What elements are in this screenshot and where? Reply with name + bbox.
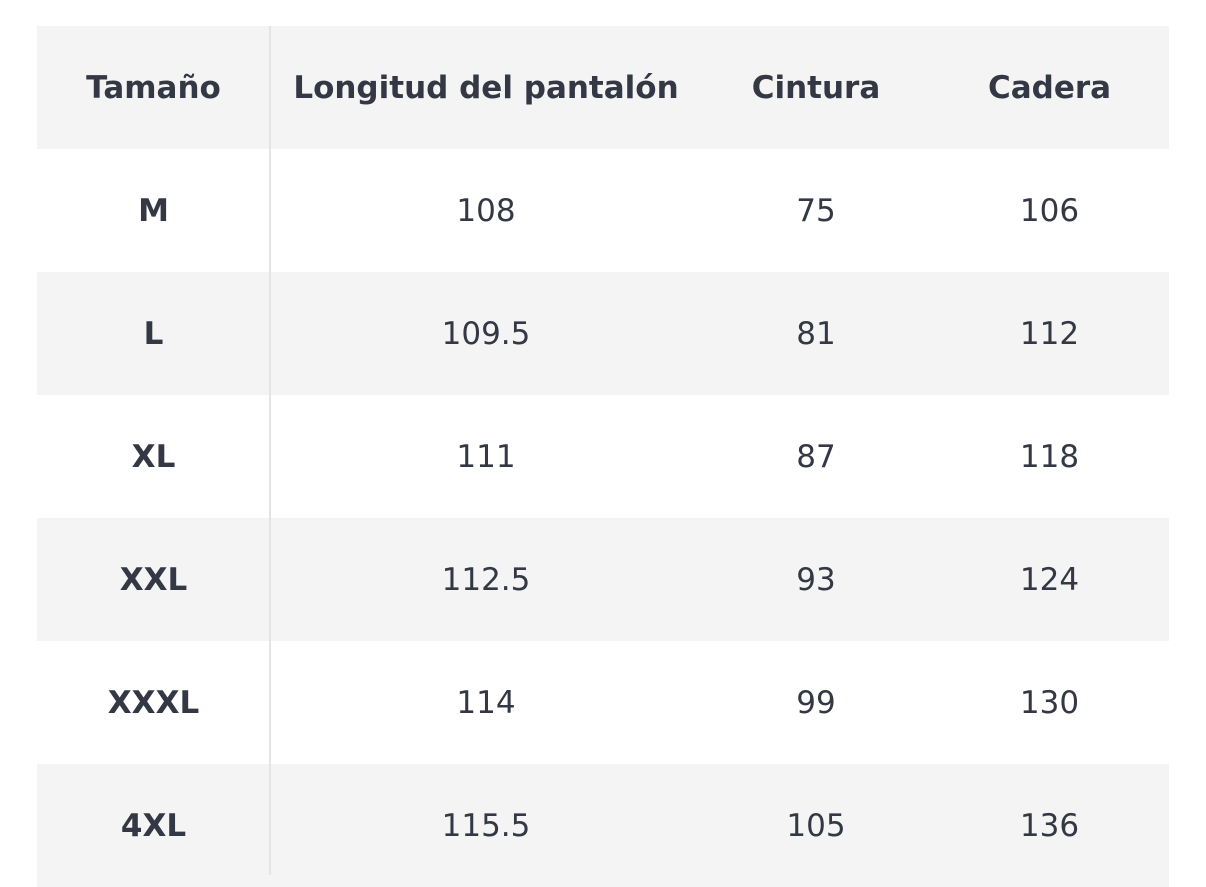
table-row: L 109.5 81 112 [37,272,1169,395]
header-cell: Cadera [987,69,1112,106]
value-cell: 130 [1019,684,1080,721]
value-cell: 112.5 [441,561,531,598]
column-divider [269,26,271,875]
size-cell: M [138,192,169,229]
value-cell: 75 [796,192,836,229]
value-cell: 136 [1019,807,1080,844]
size-cell: XXXL [107,684,200,721]
size-cell: 4XL [120,807,187,844]
value-cell: 111 [456,438,516,475]
value-cell: 109.5 [441,315,531,352]
value-cell: 81 [796,315,836,352]
value-cell: 115.5 [441,807,531,844]
table-row: 4XL 115.5 105 136 [37,764,1169,887]
table-row: XXXL 114 99 130 [37,641,1169,764]
size-cell: XL [131,438,176,475]
header-cell: Tamaño [86,69,221,106]
value-cell: 106 [1019,192,1080,229]
value-cell: 118 [1019,438,1080,475]
value-cell: 108 [456,192,516,229]
value-cell: 99 [796,684,836,721]
table-row: XXL 112.5 93 124 [37,518,1169,641]
table-row: XL 111 87 118 [37,395,1169,518]
header-cell: Cintura [751,69,881,106]
header-row: Tamaño Longitud del pantalón Cintura Cadera [37,26,1169,149]
value-cell: 87 [796,438,836,475]
value-cell: 93 [796,561,836,598]
value-cell: 112 [1019,315,1080,352]
size-cell: XXL [119,561,188,598]
size-cell: L [143,315,164,352]
header-cell: Longitud del pantalón [293,69,679,106]
value-cell: 114 [456,684,516,721]
value-cell: 124 [1019,561,1080,598]
table-row: M 108 75 106 [37,149,1169,272]
value-cell: 105 [786,807,846,844]
